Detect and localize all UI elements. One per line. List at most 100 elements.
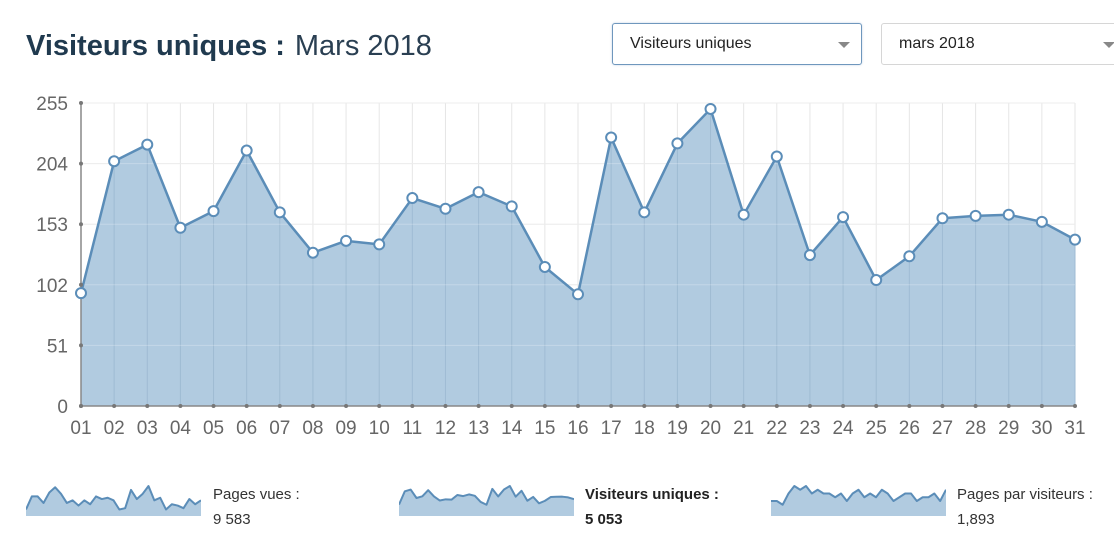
data-point <box>306 246 319 259</box>
x-tick <box>741 404 746 408</box>
x-tick <box>841 404 846 408</box>
data-point <box>1069 233 1081 246</box>
data-point <box>207 205 220 218</box>
data-point <box>472 186 485 199</box>
title-period: Mars 2018 <box>294 30 432 62</box>
x-tick <box>310 404 315 408</box>
x-tick-label: 17 <box>601 418 622 439</box>
x-tick <box>940 404 945 408</box>
x-tick <box>178 404 183 408</box>
data-point <box>671 137 684 150</box>
x-tick <box>1073 404 1077 408</box>
sparkline-pages-par-visiteurs <box>771 485 946 516</box>
y-tick-label: 102 <box>36 276 68 297</box>
data-point <box>803 249 816 262</box>
x-tick-label: 29 <box>998 418 1019 439</box>
series-area <box>81 108 1075 407</box>
x-tick <box>79 404 83 408</box>
title-metric: Visiteurs uniques <box>26 30 268 62</box>
x-tick-label: 03 <box>137 418 158 439</box>
summary-value: 1,893 <box>957 511 995 528</box>
summary-pages-vues[interactable]: Pages vues : 9 583 <box>26 478 326 538</box>
x-tick <box>277 404 282 408</box>
summary-value: 5 053 <box>585 511 623 528</box>
y-tick-label: 255 <box>36 94 68 115</box>
x-tick-label: 26 <box>899 418 920 439</box>
period-select-value: mars 2018 <box>899 35 975 52</box>
x-tick <box>211 404 216 408</box>
x-tick-label: 23 <box>799 418 820 439</box>
y-tick-label: 51 <box>47 336 68 357</box>
data-point <box>373 238 386 251</box>
x-tick-label: 08 <box>302 418 323 439</box>
sparkline-line <box>399 485 574 506</box>
metric-select-value: Visiteurs uniques <box>630 35 752 52</box>
data-point <box>406 192 419 205</box>
metric-select[interactable]: Visiteurs uniques <box>612 23 862 65</box>
sparkline-visiteurs-uniques <box>399 485 574 516</box>
summary-label: Pages par visiteurs : <box>957 486 1093 503</box>
x-tick <box>476 404 481 408</box>
data-point <box>903 250 916 263</box>
x-tick-label: 01 <box>70 418 91 439</box>
sparkline-line <box>771 485 946 506</box>
x-tick <box>874 404 879 408</box>
x-tick-label: 28 <box>965 418 986 439</box>
data-point <box>538 260 551 273</box>
x-tick-label: 31 <box>1064 418 1085 439</box>
data-point <box>75 287 87 300</box>
summary-visiteurs-uniques[interactable]: Visiteurs uniques : 5 053 <box>399 478 739 538</box>
x-tick <box>907 404 912 408</box>
x-tick-label: 02 <box>104 418 125 439</box>
x-tick-label: 14 <box>501 418 523 439</box>
x-tick-label: 07 <box>269 418 290 439</box>
x-tick <box>807 404 812 408</box>
summary-pages-par-visiteurs[interactable]: Pages par visiteurs : 1,893 <box>771 478 1111 538</box>
x-tick <box>642 404 647 408</box>
sparkline-area <box>771 486 946 516</box>
summary-label: Visiteurs uniques : <box>585 486 719 503</box>
data-point <box>969 209 982 222</box>
data-point <box>870 274 883 287</box>
x-tick <box>410 404 415 408</box>
data-point <box>240 144 253 157</box>
y-tick <box>79 282 83 287</box>
x-tick <box>542 404 547 408</box>
data-point <box>737 208 750 221</box>
y-tick <box>79 343 83 348</box>
x-tick <box>1039 404 1044 408</box>
x-tick-label: 15 <box>534 418 555 439</box>
period-select[interactable]: mars 2018 <box>881 23 1114 65</box>
data-point <box>505 200 518 213</box>
x-tick <box>377 404 382 408</box>
data-point <box>1035 215 1048 228</box>
summary-label: Pages vues : <box>213 486 300 503</box>
summary-value: 9 583 <box>213 511 251 528</box>
data-point <box>108 155 121 168</box>
data-point <box>770 150 783 163</box>
sparkline-area <box>399 486 574 516</box>
x-tick <box>443 404 448 408</box>
x-tick <box>973 404 978 408</box>
data-point <box>439 202 452 215</box>
data-point <box>174 221 187 234</box>
y-tick <box>79 222 83 227</box>
x-tick <box>244 404 249 408</box>
x-tick-label: 10 <box>369 418 390 439</box>
x-tick-label: 04 <box>170 418 192 439</box>
chevron-down-icon <box>838 42 850 48</box>
data-point <box>340 234 353 247</box>
x-tick-label: 30 <box>1031 418 1052 439</box>
data-point <box>605 131 618 144</box>
x-tick-label: 19 <box>667 418 688 439</box>
x-tick <box>708 404 713 408</box>
x-tick-label: 12 <box>435 418 456 439</box>
x-tick-label: 11 <box>402 418 422 439</box>
chevron-down-icon <box>1103 42 1114 48</box>
title-separator: : <box>275 30 285 62</box>
x-tick-label: 05 <box>203 418 224 439</box>
x-tick-label: 27 <box>932 418 953 439</box>
data-point <box>141 138 154 151</box>
y-tick-label: 204 <box>36 155 68 176</box>
